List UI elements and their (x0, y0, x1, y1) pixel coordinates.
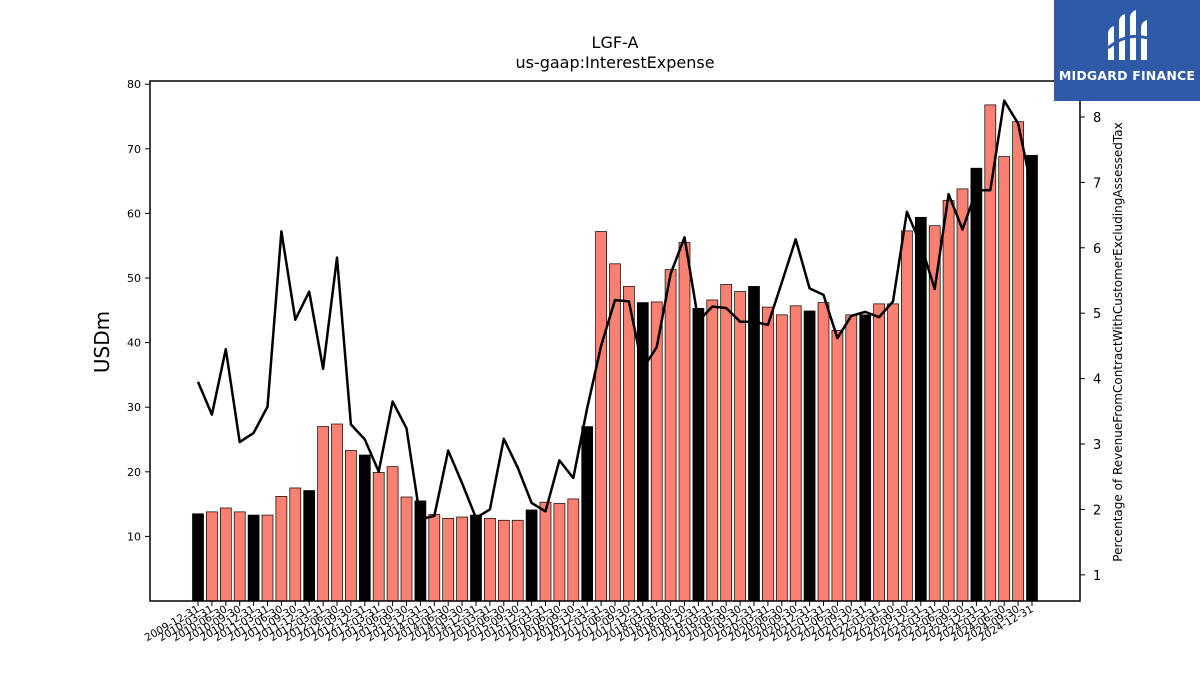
x-axis: 2009-12-312010-03-312010-06-302010-09-30… (143, 601, 1036, 644)
bar (901, 230, 913, 602)
bar (1012, 121, 1024, 602)
y2-tick-label: 3 (1093, 438, 1101, 453)
bar (775, 314, 788, 602)
y2-tick-label: 2 (1093, 503, 1101, 518)
bar (317, 426, 329, 602)
bar (192, 513, 204, 602)
bar (692, 308, 705, 602)
bar (511, 519, 524, 602)
bar (623, 286, 635, 602)
y-tick-label: 50 (127, 272, 141, 285)
y2-tick-label: 7 (1093, 176, 1101, 191)
y-tick-label: 30 (127, 401, 141, 414)
bar (998, 156, 1011, 602)
bar (275, 496, 288, 602)
bar (539, 501, 552, 602)
bar (289, 487, 302, 602)
bar (914, 216, 927, 602)
bar (400, 496, 413, 602)
y2-tick-label: 1 (1093, 569, 1101, 584)
bar (358, 454, 371, 602)
y-tick-label: 20 (127, 466, 141, 479)
bar (845, 314, 858, 602)
bar (678, 242, 691, 602)
bar (386, 466, 399, 602)
bar (206, 511, 218, 602)
line-layer (196, 99, 1034, 521)
y-tick-label: 80 (127, 78, 141, 91)
bar (887, 303, 899, 602)
y2-tick-label: 8 (1093, 111, 1101, 126)
y-tick-label: 70 (127, 143, 141, 156)
bar (470, 514, 482, 602)
bar (331, 423, 343, 602)
bar (595, 231, 607, 602)
chart-title: LGF-A (592, 33, 639, 52)
y-tick-label: 10 (127, 530, 141, 543)
bar (873, 303, 885, 602)
bar (831, 329, 844, 602)
bar (261, 514, 274, 602)
bar (817, 302, 830, 602)
bar (233, 511, 246, 602)
bar (484, 517, 496, 602)
chart-subtitle: us-gaap:InterestExpense (515, 53, 714, 72)
bar-group (192, 104, 1038, 602)
midgard-finance-logo: MIDGARD FINANCE (1054, 0, 1200, 101)
plot-frame (149, 80, 1081, 602)
bar (664, 269, 677, 602)
bar (762, 306, 774, 602)
bar (303, 490, 316, 602)
y-tick-label: 40 (127, 337, 141, 350)
bar (956, 188, 969, 602)
bar (970, 167, 983, 602)
y-tick-label: 60 (127, 207, 141, 220)
bar (567, 498, 580, 602)
bar (859, 314, 872, 602)
y2-axis-label: Percentage of RevenueFromContractWithCus… (1111, 122, 1125, 561)
logo-mark-icon (1107, 10, 1148, 60)
bar (734, 291, 746, 602)
bar (789, 305, 802, 602)
bar (553, 503, 566, 602)
y2-tick-label: 4 (1093, 373, 1101, 388)
bar (720, 284, 733, 602)
bar (942, 200, 955, 602)
bar (428, 514, 441, 602)
y-axis-label: USDm (90, 311, 114, 373)
series-line (196, 99, 1034, 521)
bar (1026, 154, 1038, 602)
bar (497, 519, 510, 602)
bar (345, 450, 357, 602)
bar (247, 514, 260, 602)
bar (581, 426, 594, 602)
bar (442, 517, 455, 602)
bar (219, 507, 232, 602)
bar (525, 509, 538, 602)
y2-axis: 1 2 3 4 5 6 7 8 (1080, 111, 1101, 584)
logo-text: MIDGARD FINANCE (1058, 68, 1196, 83)
y-axis: 10 20 30 40 50 60 70 80 (127, 78, 150, 543)
y2-tick-label: 5 (1093, 307, 1101, 322)
bar (456, 516, 468, 602)
bar (803, 310, 816, 602)
bar (706, 299, 719, 602)
bar (984, 104, 997, 602)
bar (372, 472, 385, 602)
bar (748, 286, 760, 602)
y2-tick-label: 6 (1093, 242, 1101, 257)
